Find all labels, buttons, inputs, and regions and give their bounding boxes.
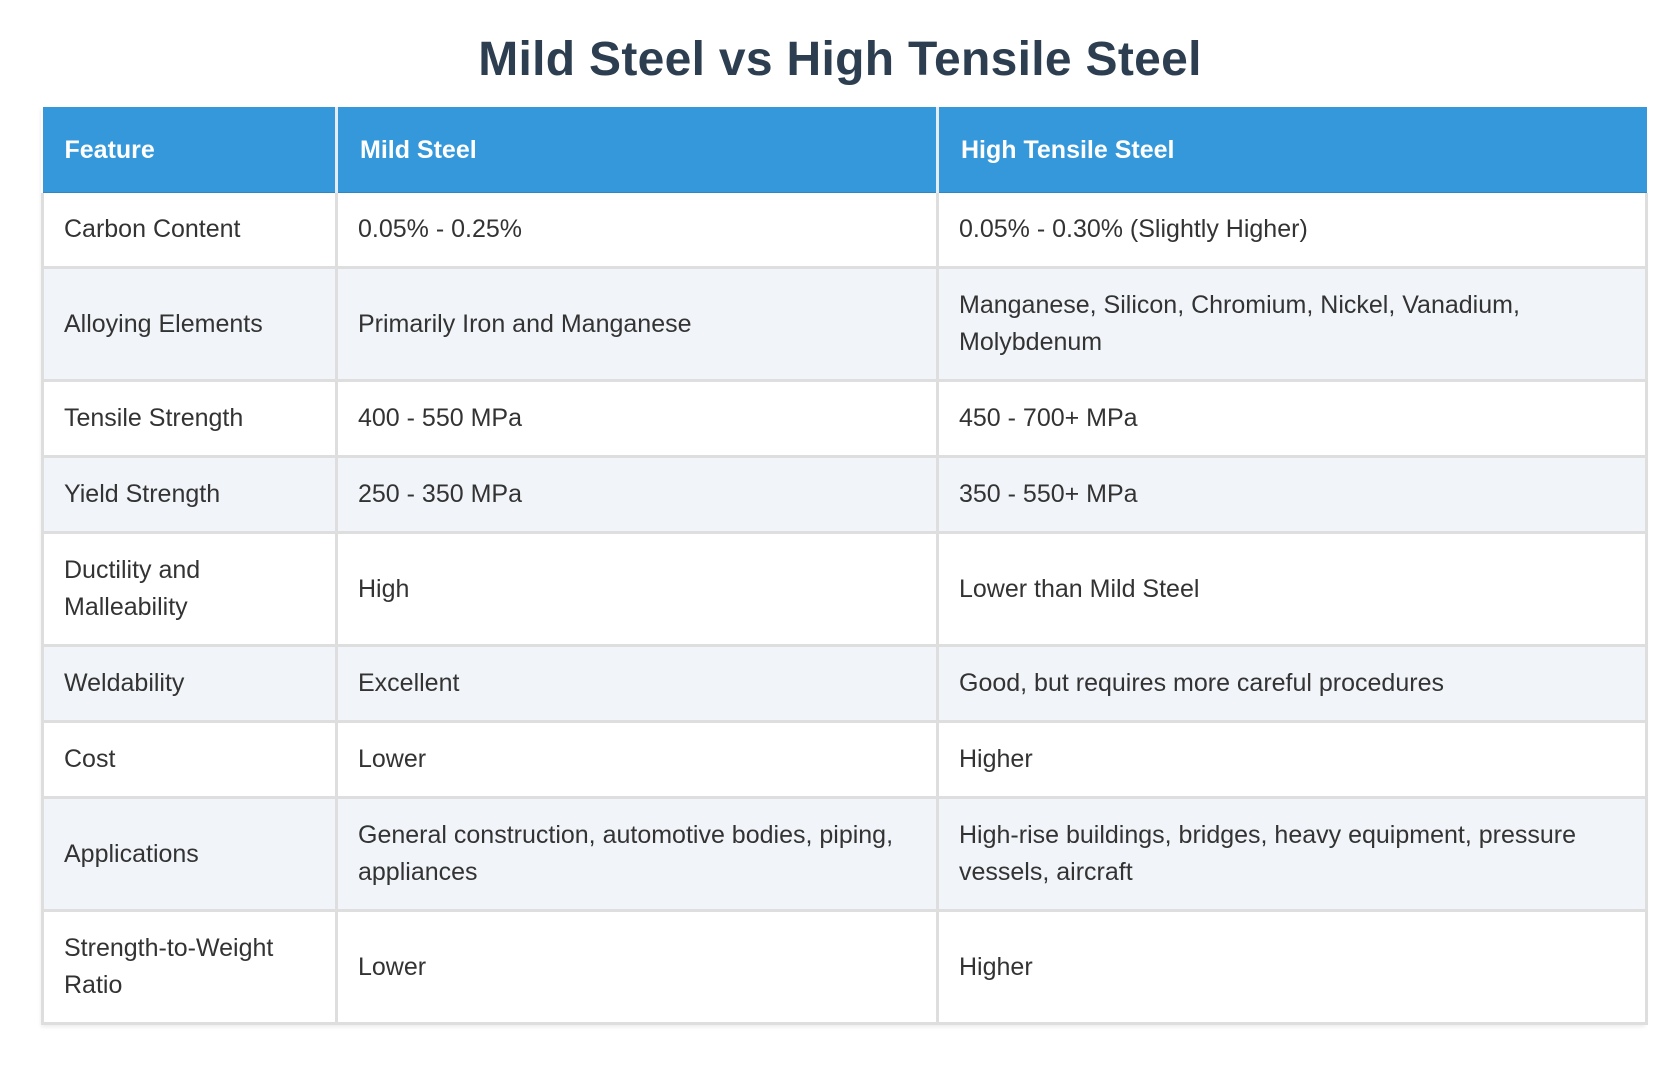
- header-mild-steel: Mild Steel: [336, 107, 939, 193]
- table-row: Carbon Content 0.05% - 0.25% 0.05% - 0.3…: [41, 193, 1648, 269]
- page-title: Mild Steel vs High Tensile Steel: [478, 33, 1202, 86]
- cell-feature: Weldability: [41, 645, 338, 723]
- table-row: Strength-to-Weight Ratio Lower Higher: [41, 910, 1648, 1025]
- cell-mild-steel: 0.05% - 0.25%: [335, 193, 939, 269]
- header-row: Feature Mild Steel High Tensile Steel: [42, 107, 1647, 193]
- cell-mild-steel: 400 - 550 MPa: [335, 380, 939, 458]
- cell-feature: Strength-to-Weight Ratio: [41, 910, 338, 1025]
- table-row: Weldability Excellent Good, but requires…: [41, 645, 1648, 723]
- cell-high-tensile-steel: 450 - 700+ MPa: [936, 380, 1648, 458]
- cell-mild-steel: Primarily Iron and Manganese: [335, 267, 939, 382]
- cell-mild-steel: Lower: [335, 721, 939, 799]
- cell-high-tensile-steel: 0.05% - 0.30% (Slightly Higher): [936, 193, 1648, 269]
- cell-mild-steel: Excellent: [335, 645, 939, 723]
- cell-high-tensile-steel: Manganese, Silicon, Chromium, Nickel, Va…: [936, 267, 1648, 382]
- table-row: Ductility and Malleability High Lower th…: [41, 532, 1648, 647]
- cell-high-tensile-steel: Higher: [936, 721, 1648, 799]
- header-feature: Feature: [42, 107, 338, 193]
- cell-feature: Ductility and Malleability: [41, 532, 338, 647]
- cell-high-tensile-steel: Lower than Mild Steel: [936, 532, 1648, 647]
- cell-high-tensile-steel: 350 - 550+ MPa: [936, 456, 1648, 534]
- cell-mild-steel: Lower: [335, 910, 939, 1025]
- comparison-table: Feature Mild Steel High Tensile Steel Ca…: [41, 107, 1648, 1025]
- table-row: Tensile Strength 400 - 550 MPa 450 - 700…: [41, 380, 1648, 458]
- cell-high-tensile-steel: High-rise buildings, bridges, heavy equi…: [936, 797, 1648, 912]
- cell-mild-steel: High: [335, 532, 939, 647]
- table-header: Feature Mild Steel High Tensile Steel: [42, 107, 1647, 193]
- cell-feature: Tensile Strength: [41, 380, 338, 458]
- table-row: Yield Strength 250 - 350 MPa 350 - 550+ …: [41, 456, 1648, 534]
- cell-mild-steel: General construction, automotive bodies,…: [335, 797, 939, 912]
- cell-feature: Carbon Content: [41, 193, 338, 269]
- table-body: Carbon Content 0.05% - 0.25% 0.05% - 0.3…: [41, 193, 1648, 1025]
- cell-feature: Yield Strength: [41, 456, 338, 534]
- cell-high-tensile-steel: Higher: [936, 910, 1648, 1025]
- header-high-tensile-steel: High Tensile Steel: [937, 107, 1647, 193]
- cell-mild-steel: 250 - 350 MPa: [335, 456, 939, 534]
- table-row: Applications General construction, autom…: [41, 797, 1648, 912]
- cell-feature: Applications: [41, 797, 338, 912]
- cell-high-tensile-steel: Good, but requires more careful procedur…: [936, 645, 1648, 723]
- table-row: Alloying Elements Primarily Iron and Man…: [41, 267, 1648, 382]
- table-row: Cost Lower Higher: [41, 721, 1648, 799]
- cell-feature: Cost: [41, 721, 338, 799]
- cell-feature: Alloying Elements: [41, 267, 338, 382]
- comparison-table-container: Feature Mild Steel High Tensile Steel Ca…: [41, 107, 1648, 1025]
